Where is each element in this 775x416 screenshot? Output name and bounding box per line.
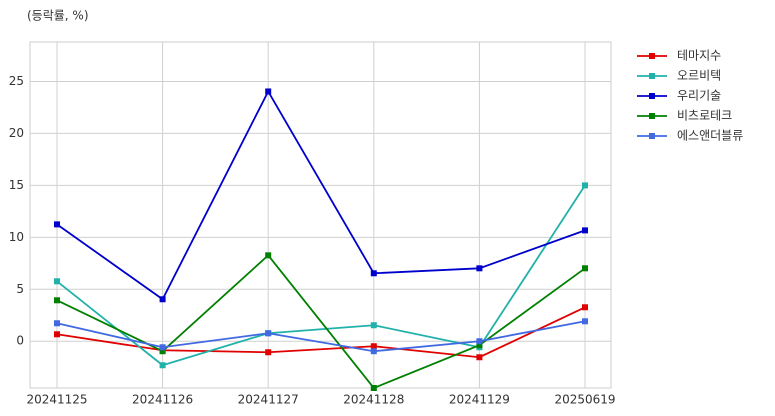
- x-tick-label: 20241126: [132, 393, 193, 407]
- point: [582, 182, 588, 189]
- series-line: [56, 254, 586, 390]
- y-axis-label: (등락률, %): [27, 9, 89, 23]
- y-tick-label: 0: [16, 334, 24, 348]
- point: [370, 270, 377, 277]
- point: [582, 304, 588, 311]
- legend-marker: [649, 73, 655, 79]
- legend-label: 에스앤더블류: [677, 129, 743, 143]
- legend-label: 테마지수: [677, 49, 721, 63]
- x-tick-label: 20241125: [26, 393, 87, 407]
- series-line: [56, 306, 586, 359]
- legend-marker: [649, 113, 655, 119]
- point: [582, 227, 588, 234]
- y-tick-label: 25: [9, 74, 24, 88]
- x-tick-label: 20250619: [554, 393, 615, 407]
- point: [159, 296, 166, 303]
- y-tick-label: 10: [9, 230, 24, 244]
- series-line: [56, 320, 586, 353]
- x-tick-label: 20241128: [343, 393, 404, 407]
- legend-marker: [649, 93, 655, 99]
- point: [159, 348, 166, 355]
- legend-label: 비츠로테크: [677, 109, 732, 123]
- point: [476, 354, 483, 361]
- point: [582, 265, 588, 272]
- series-line: [56, 89, 586, 301]
- point: [476, 338, 483, 345]
- point: [54, 320, 60, 327]
- point: [159, 362, 166, 369]
- y-tick-label: 15: [9, 178, 24, 192]
- point: [265, 252, 272, 259]
- point: [54, 221, 60, 228]
- point: [370, 343, 377, 350]
- point: [476, 342, 483, 349]
- y-tick-label: 20: [9, 126, 24, 140]
- point: [54, 331, 60, 338]
- point: [265, 330, 272, 337]
- point: [476, 265, 483, 272]
- point: [265, 88, 272, 95]
- point: [370, 348, 377, 355]
- x-tick-label: 20241127: [238, 393, 299, 407]
- point: [54, 278, 60, 285]
- point: [265, 349, 272, 356]
- plot-frame: [29, 41, 612, 389]
- y-tick-label: 5: [16, 282, 24, 296]
- legend-marker: [649, 133, 655, 139]
- point: [159, 344, 166, 351]
- legend-label: 오르비텍: [677, 69, 721, 83]
- point: [582, 318, 588, 325]
- series-line: [56, 184, 586, 367]
- point: [370, 385, 377, 391]
- legend-marker: [649, 53, 655, 59]
- point: [54, 297, 60, 304]
- point: [370, 322, 377, 329]
- legend-label: 우리기술: [677, 89, 721, 103]
- x-tick-label: 20241129: [449, 393, 510, 407]
